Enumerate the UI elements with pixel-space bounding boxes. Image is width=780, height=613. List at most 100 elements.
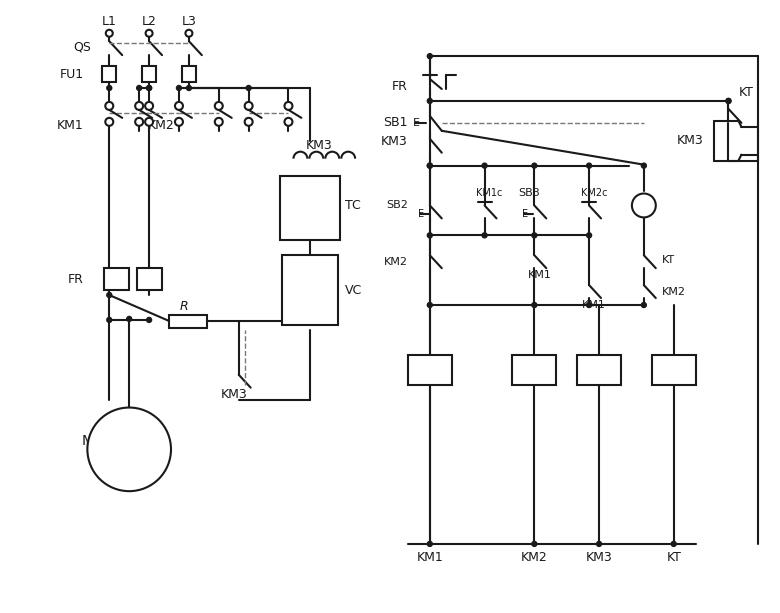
Text: KM1c: KM1c (477, 188, 503, 197)
Circle shape (107, 318, 112, 322)
Text: KM3: KM3 (677, 134, 704, 147)
Bar (105, 268, 129, 290)
Bar (577, 355, 621, 384)
Circle shape (587, 303, 591, 308)
Circle shape (107, 292, 112, 297)
Circle shape (145, 102, 153, 110)
Circle shape (532, 541, 537, 546)
Circle shape (726, 99, 731, 104)
Circle shape (245, 118, 253, 126)
Circle shape (175, 118, 183, 126)
Text: KM2: KM2 (384, 257, 408, 267)
Bar (182, 66, 196, 82)
Circle shape (107, 85, 112, 91)
Text: KM3: KM3 (381, 135, 408, 148)
Circle shape (587, 163, 591, 168)
Circle shape (532, 303, 537, 308)
Text: L2: L2 (142, 15, 157, 28)
Text: SB2: SB2 (386, 200, 408, 210)
Circle shape (597, 541, 601, 546)
Bar (102, 66, 116, 82)
Text: KM2: KM2 (521, 551, 548, 565)
Circle shape (146, 30, 153, 37)
Text: KM1: KM1 (582, 300, 606, 310)
Text: M: M (121, 435, 137, 454)
Text: R: R (179, 300, 188, 313)
Text: E: E (413, 118, 420, 128)
Circle shape (105, 102, 113, 110)
Text: KT: KT (661, 255, 675, 265)
Circle shape (245, 102, 253, 110)
Circle shape (175, 102, 183, 110)
Text: KM1: KM1 (57, 120, 83, 132)
Text: KM3: KM3 (306, 139, 332, 152)
Circle shape (427, 233, 432, 238)
Text: E: E (523, 210, 528, 219)
Circle shape (246, 85, 251, 91)
Circle shape (726, 99, 731, 104)
Circle shape (105, 118, 113, 126)
Bar (281, 175, 340, 240)
Text: KM1: KM1 (417, 551, 443, 565)
Circle shape (532, 163, 537, 168)
Text: KM3: KM3 (586, 551, 612, 565)
Circle shape (176, 85, 182, 91)
Circle shape (135, 102, 143, 110)
Text: KM3: KM3 (220, 388, 247, 401)
Circle shape (427, 163, 432, 168)
Circle shape (641, 303, 647, 308)
Circle shape (147, 85, 151, 91)
Circle shape (215, 102, 223, 110)
Text: SB3: SB3 (519, 188, 541, 197)
Circle shape (427, 303, 432, 308)
Circle shape (106, 30, 113, 37)
Text: 3~: 3~ (120, 455, 138, 468)
Circle shape (186, 85, 191, 91)
Circle shape (87, 408, 171, 491)
Text: M: M (81, 435, 94, 448)
Text: KM1: KM1 (527, 270, 551, 280)
Text: L3: L3 (182, 15, 197, 28)
Text: KM2: KM2 (147, 120, 175, 132)
Circle shape (672, 541, 676, 546)
Text: KT: KT (666, 551, 681, 565)
Circle shape (482, 163, 487, 168)
Circle shape (145, 118, 153, 126)
Text: FR: FR (392, 80, 408, 93)
Circle shape (532, 233, 537, 238)
Bar (408, 355, 452, 384)
Text: KM2c: KM2c (581, 188, 608, 197)
Text: FU1: FU1 (59, 67, 83, 80)
Circle shape (285, 102, 292, 110)
Text: TC: TC (346, 199, 361, 212)
Circle shape (147, 85, 151, 91)
Circle shape (427, 163, 432, 168)
Polygon shape (303, 284, 318, 296)
Circle shape (587, 233, 591, 238)
Text: E: E (418, 210, 424, 219)
Circle shape (126, 316, 132, 321)
Text: KT: KT (739, 86, 753, 99)
Bar (652, 355, 696, 384)
Text: VC: VC (346, 284, 363, 297)
Circle shape (427, 541, 432, 546)
Circle shape (186, 30, 193, 37)
Circle shape (135, 118, 143, 126)
Bar (137, 268, 162, 290)
Bar (169, 315, 207, 328)
Bar (512, 355, 556, 384)
Text: SB1: SB1 (384, 116, 408, 129)
Circle shape (147, 318, 151, 322)
Circle shape (285, 118, 292, 126)
Text: QS: QS (73, 40, 91, 54)
Circle shape (427, 54, 432, 59)
Bar (282, 255, 339, 325)
Bar (142, 66, 156, 82)
Text: L1: L1 (102, 15, 117, 28)
Circle shape (136, 85, 142, 91)
Text: FR: FR (68, 273, 83, 286)
Circle shape (641, 163, 647, 168)
Circle shape (215, 118, 223, 126)
Circle shape (632, 194, 656, 218)
Text: KM2: KM2 (661, 287, 686, 297)
